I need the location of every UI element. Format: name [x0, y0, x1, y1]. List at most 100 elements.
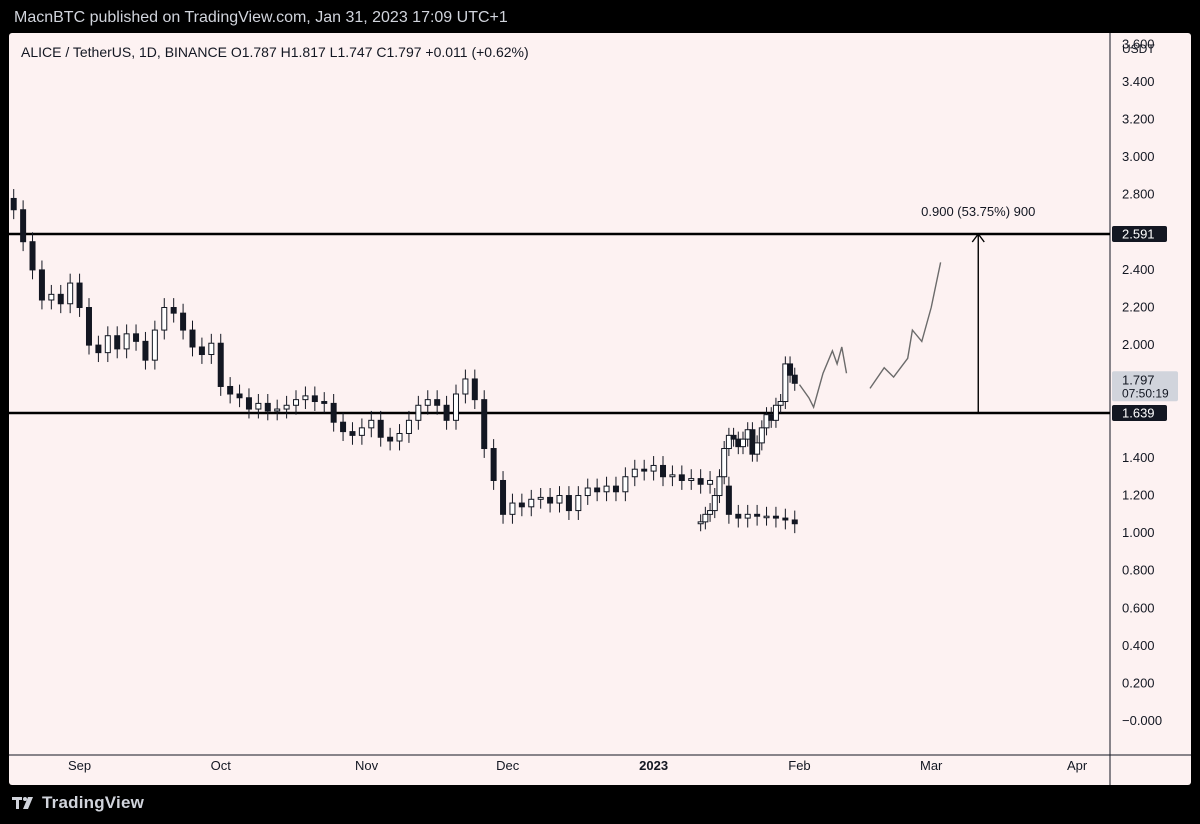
candle-body: [603, 485, 610, 493]
candle-body: [114, 335, 121, 350]
time-tick-label: Dec: [496, 758, 520, 773]
candle-body: [95, 344, 102, 354]
candle-body: [76, 282, 83, 309]
candle-body: [245, 397, 252, 410]
time-tick-label: Mar: [920, 758, 943, 773]
price-tick-label: 1.400: [1122, 450, 1155, 465]
candle-body: [396, 432, 403, 442]
candle-body: [707, 510, 714, 515]
candle-body: [358, 427, 365, 436]
candle-body: [217, 342, 224, 387]
symbol-legend: ALICE / TetherUS, 1D, BINANCE O1.787 H1.…: [21, 44, 529, 60]
candle-body: [189, 329, 196, 348]
candle-body: [565, 495, 572, 512]
price-tick-label: 3.200: [1122, 111, 1155, 126]
price-tick-label: 0.400: [1122, 638, 1155, 653]
candle-body: [198, 346, 205, 356]
candle-body: [758, 427, 765, 444]
candle-body: [791, 519, 798, 525]
candle-body: [180, 312, 187, 331]
projection-path[interactable]: [869, 262, 942, 389]
candle-body: [787, 363, 794, 376]
candle-body: [368, 419, 375, 429]
candle-body: [283, 404, 290, 410]
candle-body: [697, 478, 704, 485]
time-tick-label: Apr: [1067, 758, 1088, 773]
candle-body: [791, 374, 798, 384]
candle-body: [142, 340, 149, 361]
candle-body: [170, 307, 177, 314]
candle-body: [754, 442, 761, 455]
candle-body: [575, 495, 582, 512]
candle-body: [415, 404, 422, 421]
candle-body: [777, 401, 784, 406]
time-tick-label: Nov: [355, 758, 379, 773]
candle-body: [443, 404, 450, 421]
candle-body: [29, 241, 36, 271]
time-tick-label: Oct: [211, 758, 232, 773]
candle-body: [500, 479, 507, 515]
candle-body: [702, 513, 709, 523]
candle-body: [650, 464, 657, 472]
candle-body: [452, 393, 459, 421]
price-tick-label: 2.800: [1122, 187, 1155, 202]
measure-arrowhead: [971, 232, 985, 243]
time-tick-label: Sep: [68, 758, 91, 773]
candle-body: [697, 521, 704, 525]
candle-body: [749, 429, 756, 455]
candle-body: [641, 468, 648, 472]
projection-path[interactable]: [798, 346, 848, 410]
candle-body: [151, 329, 158, 361]
candle-body: [133, 333, 140, 342]
candle-body: [67, 282, 74, 305]
footer-brand: TradingView: [42, 793, 145, 812]
candle-body: [518, 502, 525, 508]
candle-body: [462, 378, 469, 395]
currency-label: USDT: [1122, 42, 1155, 56]
tradingview-logo-icon: [12, 797, 33, 809]
candle-body: [537, 496, 544, 500]
candle-body: [349, 431, 356, 436]
candle-body: [481, 399, 488, 450]
candle-body: [405, 419, 412, 434]
candle-body: [236, 393, 243, 399]
candle-body: [340, 421, 347, 433]
publish-info: MacnBTC published on TradingView.com, Ja…: [14, 9, 508, 26]
candle-body: [763, 515, 770, 519]
last-price-bg: [1112, 371, 1178, 402]
candle-body: [330, 402, 337, 423]
candle-body: [264, 402, 271, 412]
price-tick-label: 3.000: [1122, 149, 1155, 164]
price-tick-label: −0.000: [1122, 713, 1162, 728]
price-tick-label: 0.200: [1122, 676, 1155, 691]
candle-body: [509, 502, 516, 515]
candle-body: [20, 209, 27, 243]
level-label-bg: [1112, 225, 1167, 242]
candle-body: [38, 269, 45, 301]
candle-body: [227, 385, 234, 395]
time-tick-label: 2023: [639, 758, 668, 773]
candle-body: [387, 436, 394, 442]
candle-body: [740, 438, 746, 448]
chart-panel[interactable]: ALICE / TetherUS, 1D, BINANCE O1.787 H1.…: [9, 33, 1191, 785]
candle-body: [311, 395, 318, 403]
candle-body: [725, 485, 732, 515]
candle-body: [622, 476, 629, 493]
candle-body: [730, 434, 737, 440]
candle-body: [721, 448, 728, 478]
candle-body: [782, 517, 789, 521]
candle-body: [735, 513, 742, 519]
candle-body: [208, 342, 215, 356]
candle-body: [594, 487, 601, 493]
measure-label: 0.900 (53.75%) 900: [921, 204, 1035, 219]
candle-body: [678, 474, 685, 481]
candle-body: [669, 474, 676, 478]
price-tick-label: 2.200: [1122, 300, 1155, 315]
level-label-bg: [1112, 404, 1167, 421]
candle-body: [660, 464, 667, 478]
candle-body: [255, 402, 262, 410]
price-chart[interactable]: ALICE / TetherUS, 1D, BINANCE O1.787 H1.…: [9, 33, 1191, 785]
candle-body: [707, 479, 714, 485]
candle-body: [725, 434, 732, 450]
